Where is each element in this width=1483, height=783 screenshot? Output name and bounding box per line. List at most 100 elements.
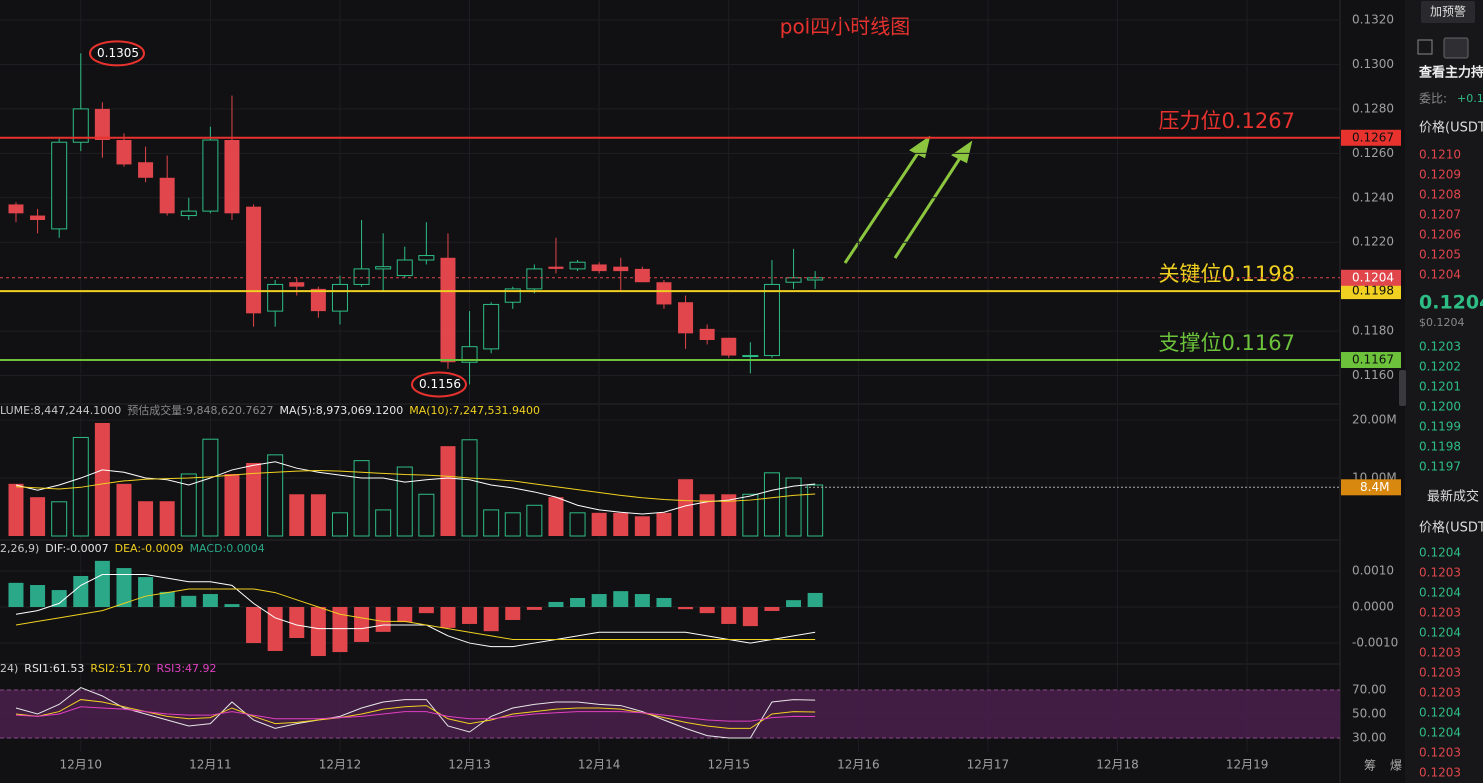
x-tick-label: 12月14: [578, 758, 621, 772]
volume-bar: [418, 493, 435, 537]
y-tick-label: 0.1160: [1352, 368, 1394, 382]
indicator-header: LUME:8,447,244.1000: [0, 404, 121, 417]
indicator-header: RSI2:51.70: [90, 662, 150, 675]
annotation-circle: [89, 40, 145, 67]
trade-price: 0.1203: [1419, 606, 1461, 620]
volume-bar: [72, 436, 89, 537]
macd-bar: [289, 607, 305, 639]
volume-bar: [461, 439, 478, 537]
macd-bar: [742, 607, 758, 627]
candle-body: [159, 177, 175, 214]
footer-tab[interactable]: 筹: [1364, 759, 1376, 773]
y-tick-label: 0.1300: [1352, 57, 1394, 71]
volume-bar: [634, 516, 650, 536]
candle-body: [785, 277, 802, 283]
volume-bar: [591, 512, 607, 536]
y-tick-label: 70.00: [1352, 682, 1386, 696]
level-label: 支撑位0.1167: [1159, 331, 1295, 355]
y-tick-label: -0.0010: [1352, 636, 1398, 650]
macd-bar: [51, 590, 67, 608]
last-price: 0.1204: [1419, 292, 1483, 314]
candle-body: [678, 302, 694, 334]
macd-bar: [116, 568, 132, 608]
x-tick-label: 12月10: [60, 758, 103, 772]
last-price-badge: [1341, 269, 1401, 286]
volume-bar: [785, 477, 802, 537]
view-toggle[interactable]: [1443, 37, 1469, 59]
bid-price: 0.1200: [1419, 400, 1461, 414]
x-tick-label: 12月11: [189, 758, 232, 772]
candle-body: [634, 268, 650, 283]
ask-price: 0.1204: [1419, 268, 1461, 282]
volume-bar: [440, 446, 456, 536]
alert-button-label[interactable]: 加预警: [1430, 4, 1466, 19]
x-tick-label: 12月19: [1226, 758, 1269, 772]
macd-bar: [721, 607, 737, 624]
volume-bar: [526, 504, 543, 537]
candle-body: [461, 346, 478, 363]
bid-price: 0.1199: [1419, 420, 1461, 434]
volume-bar: [678, 479, 694, 536]
macd-bar: [202, 594, 218, 608]
macd-bar: [570, 597, 586, 608]
view-toggle[interactable]: [1417, 39, 1433, 55]
macd-bar: [613, 591, 629, 608]
macd-bar: [30, 585, 46, 608]
candle-body: [483, 303, 500, 350]
macd-bar: [786, 600, 802, 608]
volume-bar: [548, 497, 564, 536]
candle-body: [51, 141, 68, 230]
level-label: 压力位0.1267: [1159, 109, 1295, 133]
trade-price: 0.1204: [1419, 586, 1461, 600]
y-tick-label: 0.1180: [1352, 324, 1394, 338]
ask-price: 0.1210: [1419, 148, 1461, 162]
y-tick-label: 30.00: [1352, 730, 1386, 744]
trade-price: 0.1203: [1419, 666, 1461, 680]
volume-bar: [202, 438, 219, 537]
macd-bar: [310, 607, 326, 657]
candle-body: [569, 261, 586, 270]
alert-button[interactable]: [1421, 1, 1475, 23]
candle-body: [30, 215, 46, 220]
x-tick-label: 12月16: [837, 758, 880, 772]
rsi-band: [0, 689, 1340, 738]
trade-price: 0.1203: [1419, 766, 1461, 780]
trades-title: 最新成交: [1427, 489, 1479, 505]
last-volume-badge: [1341, 479, 1401, 496]
indicator-line: [15, 461, 816, 515]
trade-price: 0.1204: [1419, 706, 1461, 720]
indicator-header: 预估成交量:9,848,620.7627: [127, 403, 273, 417]
price-header: 价格(USDT: [1419, 120, 1483, 136]
volume-bar: [138, 501, 154, 536]
y-tick-label: 50.00: [1352, 706, 1386, 720]
candle-body: [613, 266, 629, 272]
macd-bar: [807, 592, 823, 608]
macd-bar: [73, 576, 89, 608]
trade-price: 0.1204: [1419, 546, 1461, 560]
annotation-label: 0.1305: [97, 46, 139, 60]
volume-bar: [310, 494, 326, 536]
macd-bar: [634, 594, 650, 608]
panel-handle[interactable]: [1399, 370, 1406, 406]
candle-body: [310, 288, 326, 312]
macd-bar: [462, 607, 478, 624]
indicator-line: [15, 574, 816, 648]
macd-bar: [440, 607, 456, 628]
trade-price: 0.1204: [1419, 626, 1461, 640]
candle-body: [180, 210, 197, 217]
candle-body: [116, 140, 132, 165]
macd-bar: [375, 607, 391, 632]
candle-body: [267, 283, 284, 312]
candle-body: [138, 162, 154, 178]
volume-bar: [807, 484, 824, 537]
candle-body: [721, 337, 737, 356]
volume-bar: [396, 466, 413, 537]
ask-price: 0.1208: [1419, 188, 1461, 202]
indicator-header: 24): [0, 662, 18, 675]
footer-tab[interactable]: 爆: [1390, 759, 1402, 773]
trade-price: 0.1203: [1419, 746, 1461, 760]
y-tick-label: 0.1280: [1352, 101, 1394, 115]
